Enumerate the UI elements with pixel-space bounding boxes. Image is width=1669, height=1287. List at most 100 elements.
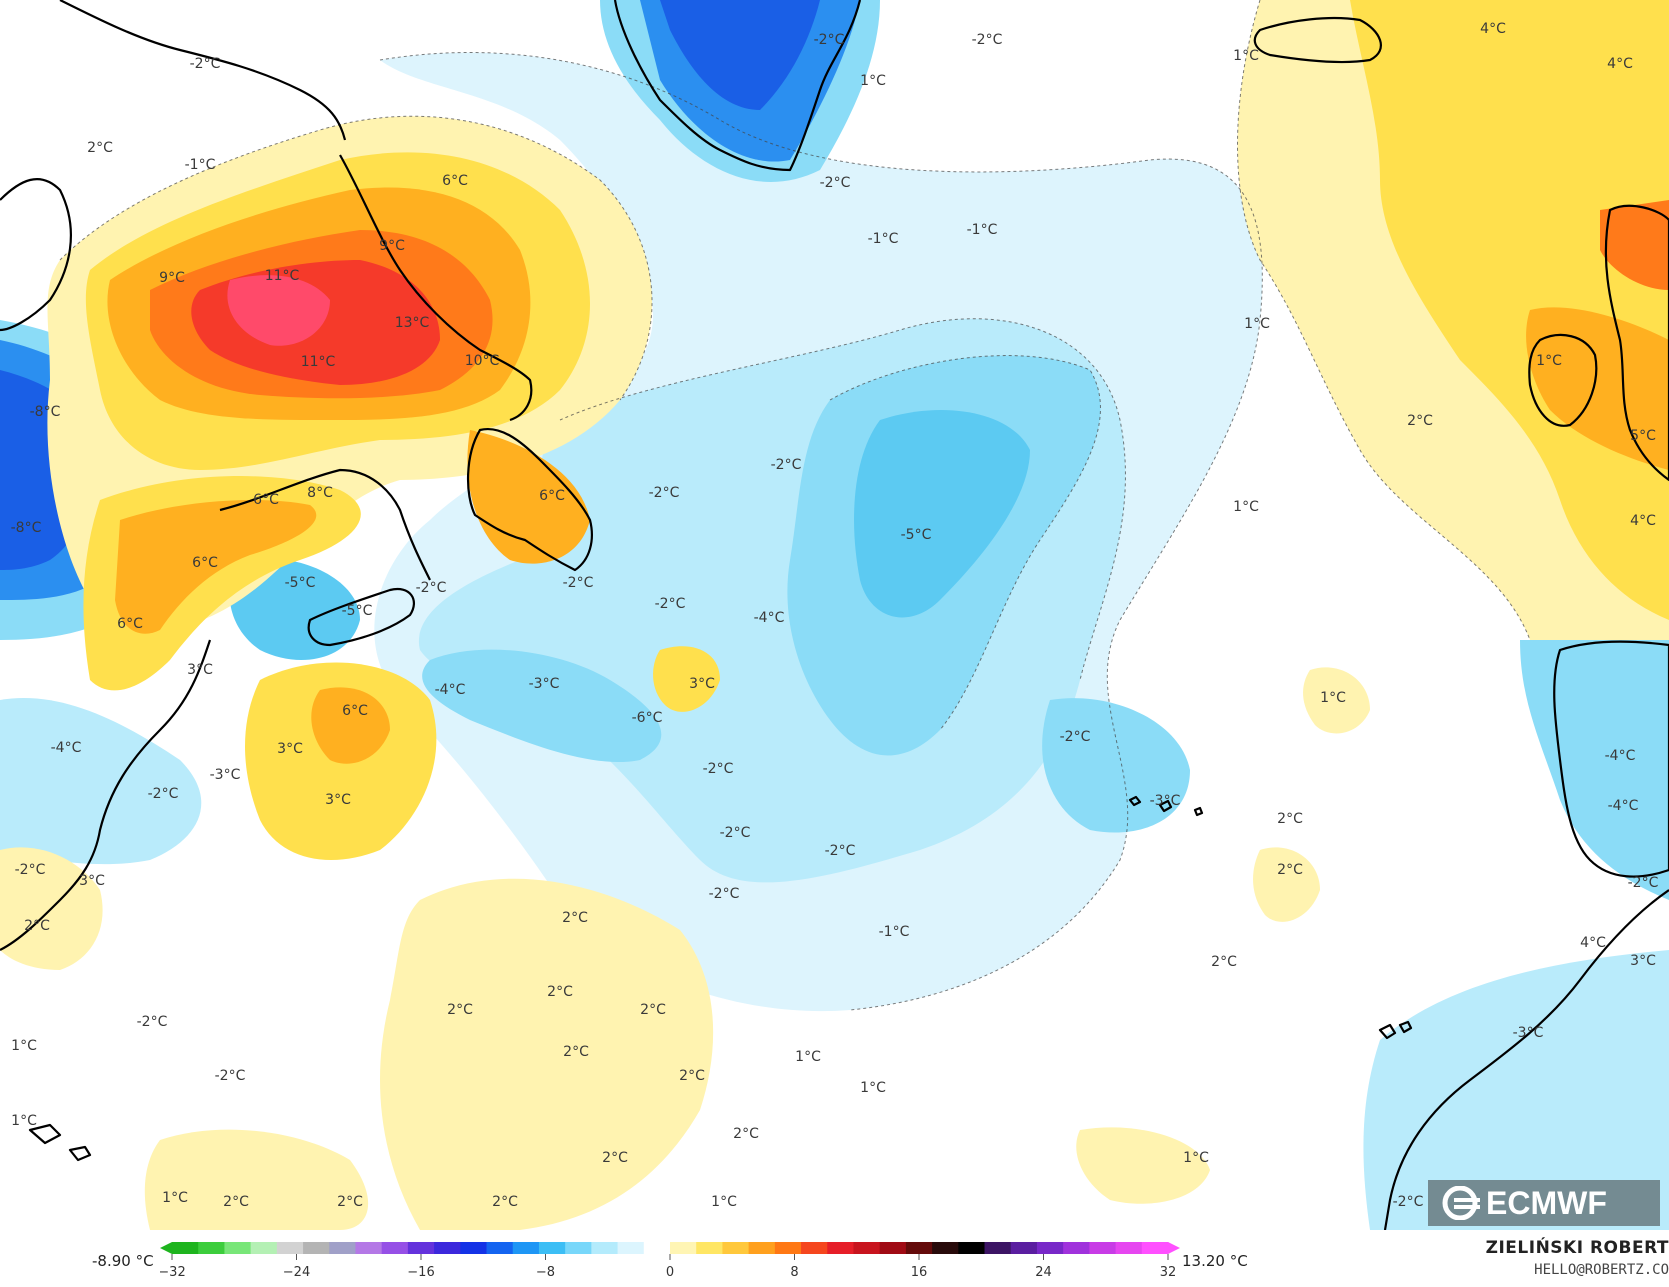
gulf-coast: [219, 468, 431, 581]
temperature-label: 4°C: [1580, 935, 1606, 951]
colorbar-segment: [722, 1242, 750, 1254]
temperature-label: 1°C: [11, 1038, 37, 1054]
colorbar-segment: [958, 1242, 986, 1254]
temperature-label: -5°C: [901, 527, 932, 543]
temperature-label: 1°C: [162, 1190, 188, 1206]
temperature-label: -4°C: [754, 610, 785, 626]
hudson-coast: [0, 178, 72, 332]
temperature-label: 1°C: [1233, 499, 1259, 515]
azores-islands: [1128, 795, 1204, 817]
colorbar-segment: [224, 1242, 252, 1254]
temperature-label: 6°C: [192, 555, 218, 571]
temperature-label: -4°C: [435, 682, 466, 698]
temperature-label: 4°C: [1607, 56, 1633, 72]
colorbar-segment: [172, 1242, 199, 1254]
temperature-label: -5°C: [285, 575, 316, 591]
temperature-label: -2°C: [148, 786, 179, 802]
colorbar-max-arrow: [1168, 1242, 1180, 1254]
temperature-label: 2°C: [337, 1194, 363, 1210]
temperature-label: -2°C: [972, 32, 1003, 48]
temperature-label: -2°C: [649, 485, 680, 501]
temperature-label: -1°C: [967, 222, 998, 238]
temperature-label: 9°C: [159, 270, 185, 286]
temperature-label: 1°C: [711, 1194, 737, 1210]
temperature-label: 10°C: [465, 353, 500, 369]
temperature-label: 4°C: [1480, 21, 1506, 37]
temperature-label: 8°C: [307, 485, 333, 501]
temperature-label: 1°C: [1233, 48, 1259, 64]
colorbar-segment: [827, 1242, 854, 1254]
ecmwf-logo-text: ECMWF: [1486, 1184, 1607, 1221]
temperature-label: 2°C: [733, 1126, 759, 1142]
colorbar-segment: [1115, 1242, 1143, 1254]
temperature-label: -2°C: [709, 886, 740, 902]
temperature-label: -3°C: [1150, 793, 1181, 809]
colorbar-segment: [879, 1242, 907, 1254]
colorbar-segment: [1089, 1242, 1117, 1254]
canary-islands: [1378, 1020, 1413, 1040]
colorbar-segment: [696, 1242, 723, 1254]
colorbar-segment: [512, 1242, 540, 1254]
temperature-label: 3°C: [325, 792, 351, 808]
temperature-label: 3°C: [689, 676, 715, 692]
colorbar-segment: [932, 1242, 959, 1254]
temperature-label: -2°C: [655, 596, 686, 612]
colorbar-segment: [250, 1242, 278, 1254]
temperature-label: 6°C: [442, 173, 468, 189]
temperature-label: -2°C: [825, 843, 856, 859]
temperature-label: 3°C: [277, 741, 303, 757]
caribbean-islands: [28, 1123, 92, 1162]
colorbar-segment: [407, 1242, 435, 1254]
temperature-label: -8°C: [30, 404, 61, 420]
colorbar-segment: [853, 1242, 881, 1254]
temperature-label: -2°C: [563, 575, 594, 591]
min-value-label: -8.90 °C: [92, 1252, 154, 1270]
britain-coast: [1604, 204, 1669, 482]
iceland-coast: [1253, 16, 1382, 64]
temperature-label: -1°C: [879, 924, 910, 940]
temperature-label: 6°C: [117, 616, 143, 632]
temperature-anomaly-map: -2°C 2°C -1°C 6°C 9°C 9°C 11°C 13°C 11°C 10°C -8°C…: [0, 0, 1669, 1230]
colorbar-segment: [774, 1242, 802, 1254]
colorbar-tick-label: −16: [407, 1265, 434, 1280]
temperature-label: -2°C: [15, 862, 46, 878]
temperature-label: -2°C: [814, 32, 845, 48]
legend-bar: -8.90 °C −32 −24 −16 −8 0 8 16 24 32 13.20 °C ZI…: [0, 1230, 1669, 1287]
temperature-label: 3°C: [187, 662, 213, 678]
temperature-label: 11°C: [301, 354, 336, 370]
temperature-labels: -2°C 2°C -1°C 6°C 9°C 9°C 11°C 13°C 11°C 10°C -8°C…: [11, 21, 1659, 1210]
temperature-label: -2°C: [771, 457, 802, 473]
temperature-label: -2°C: [215, 1068, 246, 1084]
temperature-label: 4°C: [1630, 513, 1656, 529]
temperature-label: -2°C: [720, 825, 751, 841]
ireland-coast: [1528, 333, 1598, 427]
anomaly-contours: [59, 0, 1531, 1011]
temperature-label: 1°C: [11, 1113, 37, 1129]
temperature-label: -2°C: [1628, 875, 1659, 891]
colorbar-segment: [591, 1242, 619, 1254]
temperature-label: 5°C: [1630, 428, 1656, 444]
temperature-label: -3°C: [1513, 1025, 1544, 1041]
colorbar-segment: [801, 1242, 828, 1254]
temperature-label: 11°C: [265, 268, 300, 284]
colorbar-segment: [460, 1242, 488, 1254]
temperature-label: -2°C: [1393, 1194, 1424, 1210]
colorbar-segment: [355, 1242, 383, 1254]
colorbar-segment: [905, 1242, 933, 1254]
temperature-label: -8°C: [11, 520, 42, 536]
temperature-label: 2°C: [492, 1194, 518, 1210]
colorbar-tick-label: 24: [1035, 1265, 1052, 1280]
temperature-label: -1°C: [868, 231, 899, 247]
colorbar-segment: [276, 1242, 304, 1254]
colorbar-tick-label: 0: [666, 1265, 674, 1280]
colorbar-tick-label: 8: [790, 1265, 798, 1280]
temperature-label: 2°C: [87, 140, 113, 156]
colorbar-segment: [198, 1242, 225, 1254]
ecmwf-logo: ECMWF: [1428, 1180, 1660, 1226]
temperature-label: 2°C: [1407, 413, 1433, 429]
colorbar-segment: [1141, 1242, 1169, 1254]
us-east-coast: [0, 639, 212, 951]
author-email: HELLO@ROBERTZ.CO: [1534, 1262, 1669, 1278]
temperature-label: 1°C: [1536, 353, 1562, 369]
temperature-label: 2°C: [24, 918, 50, 934]
